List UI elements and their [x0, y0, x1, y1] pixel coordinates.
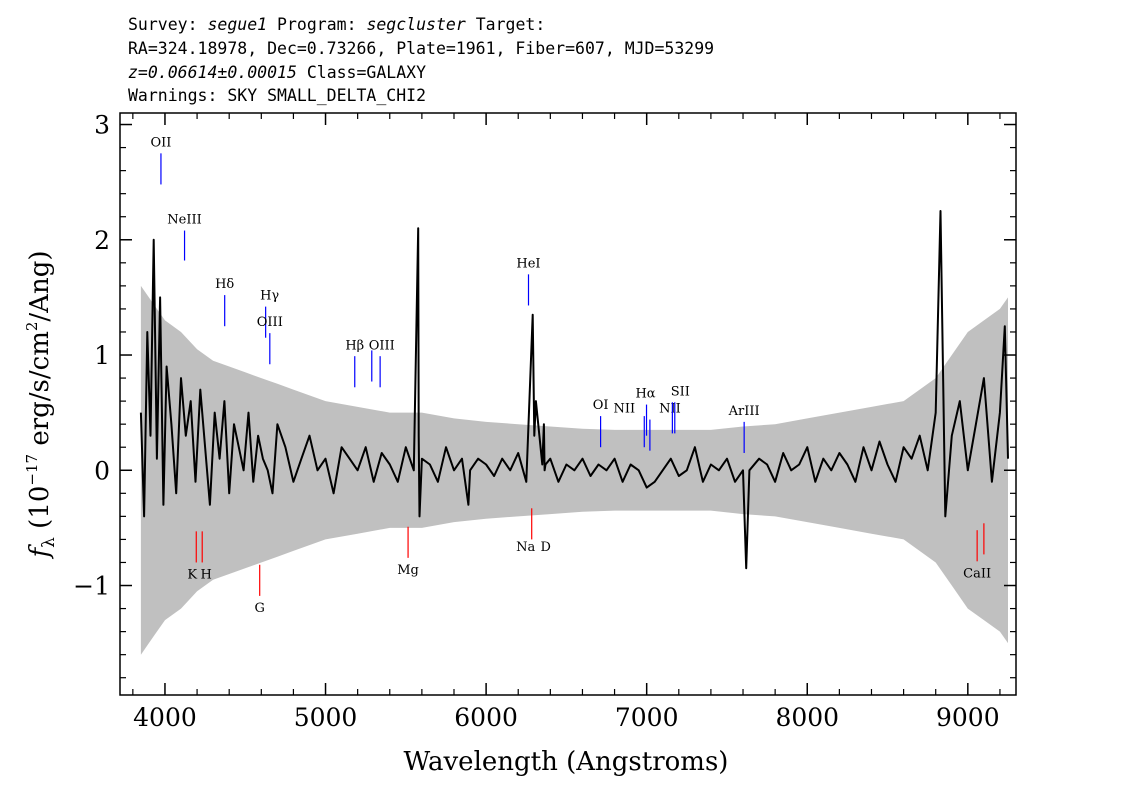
emission-line-label: SII: [671, 384, 690, 399]
emission-line-label: OIII: [369, 338, 395, 353]
y-axis-units: erg/s/cm: [25, 331, 55, 454]
absorption-line-label: CaII: [963, 566, 991, 581]
absorption-line-label: G: [255, 601, 265, 616]
flux-series-line: [139, 210, 1009, 570]
header-redshift: z=0.06614±0.00015: [128, 63, 297, 82]
header-target-label: Target:: [466, 15, 545, 34]
x-tick-label: 8000: [775, 703, 839, 732]
emission-line-label: OIII: [257, 315, 283, 330]
emission-line-label: HeI: [516, 256, 540, 271]
absorption-line-label: H: [201, 568, 212, 583]
emission-line-label: Hδ: [215, 277, 234, 292]
header-survey-name: segue1: [207, 15, 267, 34]
y-axis-title: fλ (10−17 erg/s/cm2/Ang): [23, 251, 59, 560]
absorption-line-label: Mg: [397, 563, 419, 578]
x-tick-label: 5000: [294, 703, 358, 732]
x-tick-label: 6000: [454, 703, 518, 732]
header-line-coordinates: RA=324.18978, Dec=0.73266, Plate=1961, F…: [128, 39, 714, 58]
emission-line-label: Hα: [635, 387, 655, 402]
y-axis-units-exponent: 2: [23, 322, 41, 332]
x-axis-title: Wavelength (Angstroms): [404, 747, 729, 777]
emission-line-label: NII: [613, 402, 635, 417]
header-line-warnings: Warnings: SKY SMALL_DELTA_CHI2: [128, 86, 426, 105]
emission-line-label: OI: [593, 398, 609, 413]
emission-line-label: OII: [150, 135, 171, 150]
x-tick-label: 7000: [615, 703, 679, 732]
emission-line-label: NII: [659, 402, 681, 417]
y-axis-exponent: −17: [23, 454, 41, 486]
header-line-redshift: z=0.06614±0.00015 Class=GALAXY: [128, 63, 426, 82]
emission-line-label: Hβ: [345, 338, 364, 353]
y-tick-label: 3: [94, 111, 110, 140]
axis-ticks: 4000 5000 6000 7000 8000 9000 −1 0 1 2 3: [73, 111, 1016, 732]
y-tick-label: 2: [94, 226, 110, 255]
y-tick-label: 0: [94, 456, 110, 485]
header-survey-prefix: Survey:: [128, 15, 207, 34]
header-program-prefix: Program:: [267, 15, 366, 34]
y-axis-subscript: λ: [39, 537, 59, 548]
absorption-line-label: K: [187, 568, 197, 583]
emission-line-label: NeIII: [167, 213, 201, 228]
header-class: Class=GALAXY: [297, 63, 426, 82]
absorption-line-label: D: [540, 540, 550, 555]
y-tick-label: 1: [94, 341, 110, 370]
y-tick-label: −1: [73, 572, 110, 601]
header-program-name: segcluster: [366, 15, 465, 34]
plot-frame: [119, 112, 1017, 696]
y-axis-scale: (10: [25, 486, 55, 538]
y-axis-units-end: /Ang): [25, 251, 55, 322]
x-tick-label: 9000: [936, 703, 1000, 732]
x-tick-label: 4000: [133, 703, 197, 732]
absorption-line-label: Na: [516, 540, 535, 555]
flux-layer: [139, 210, 1009, 570]
header-line-survey: Survey: segue1 Program: segcluster Targe…: [128, 15, 545, 34]
emission-line-label: ArIII: [728, 404, 760, 419]
emission-line-label: Hγ: [260, 289, 279, 304]
